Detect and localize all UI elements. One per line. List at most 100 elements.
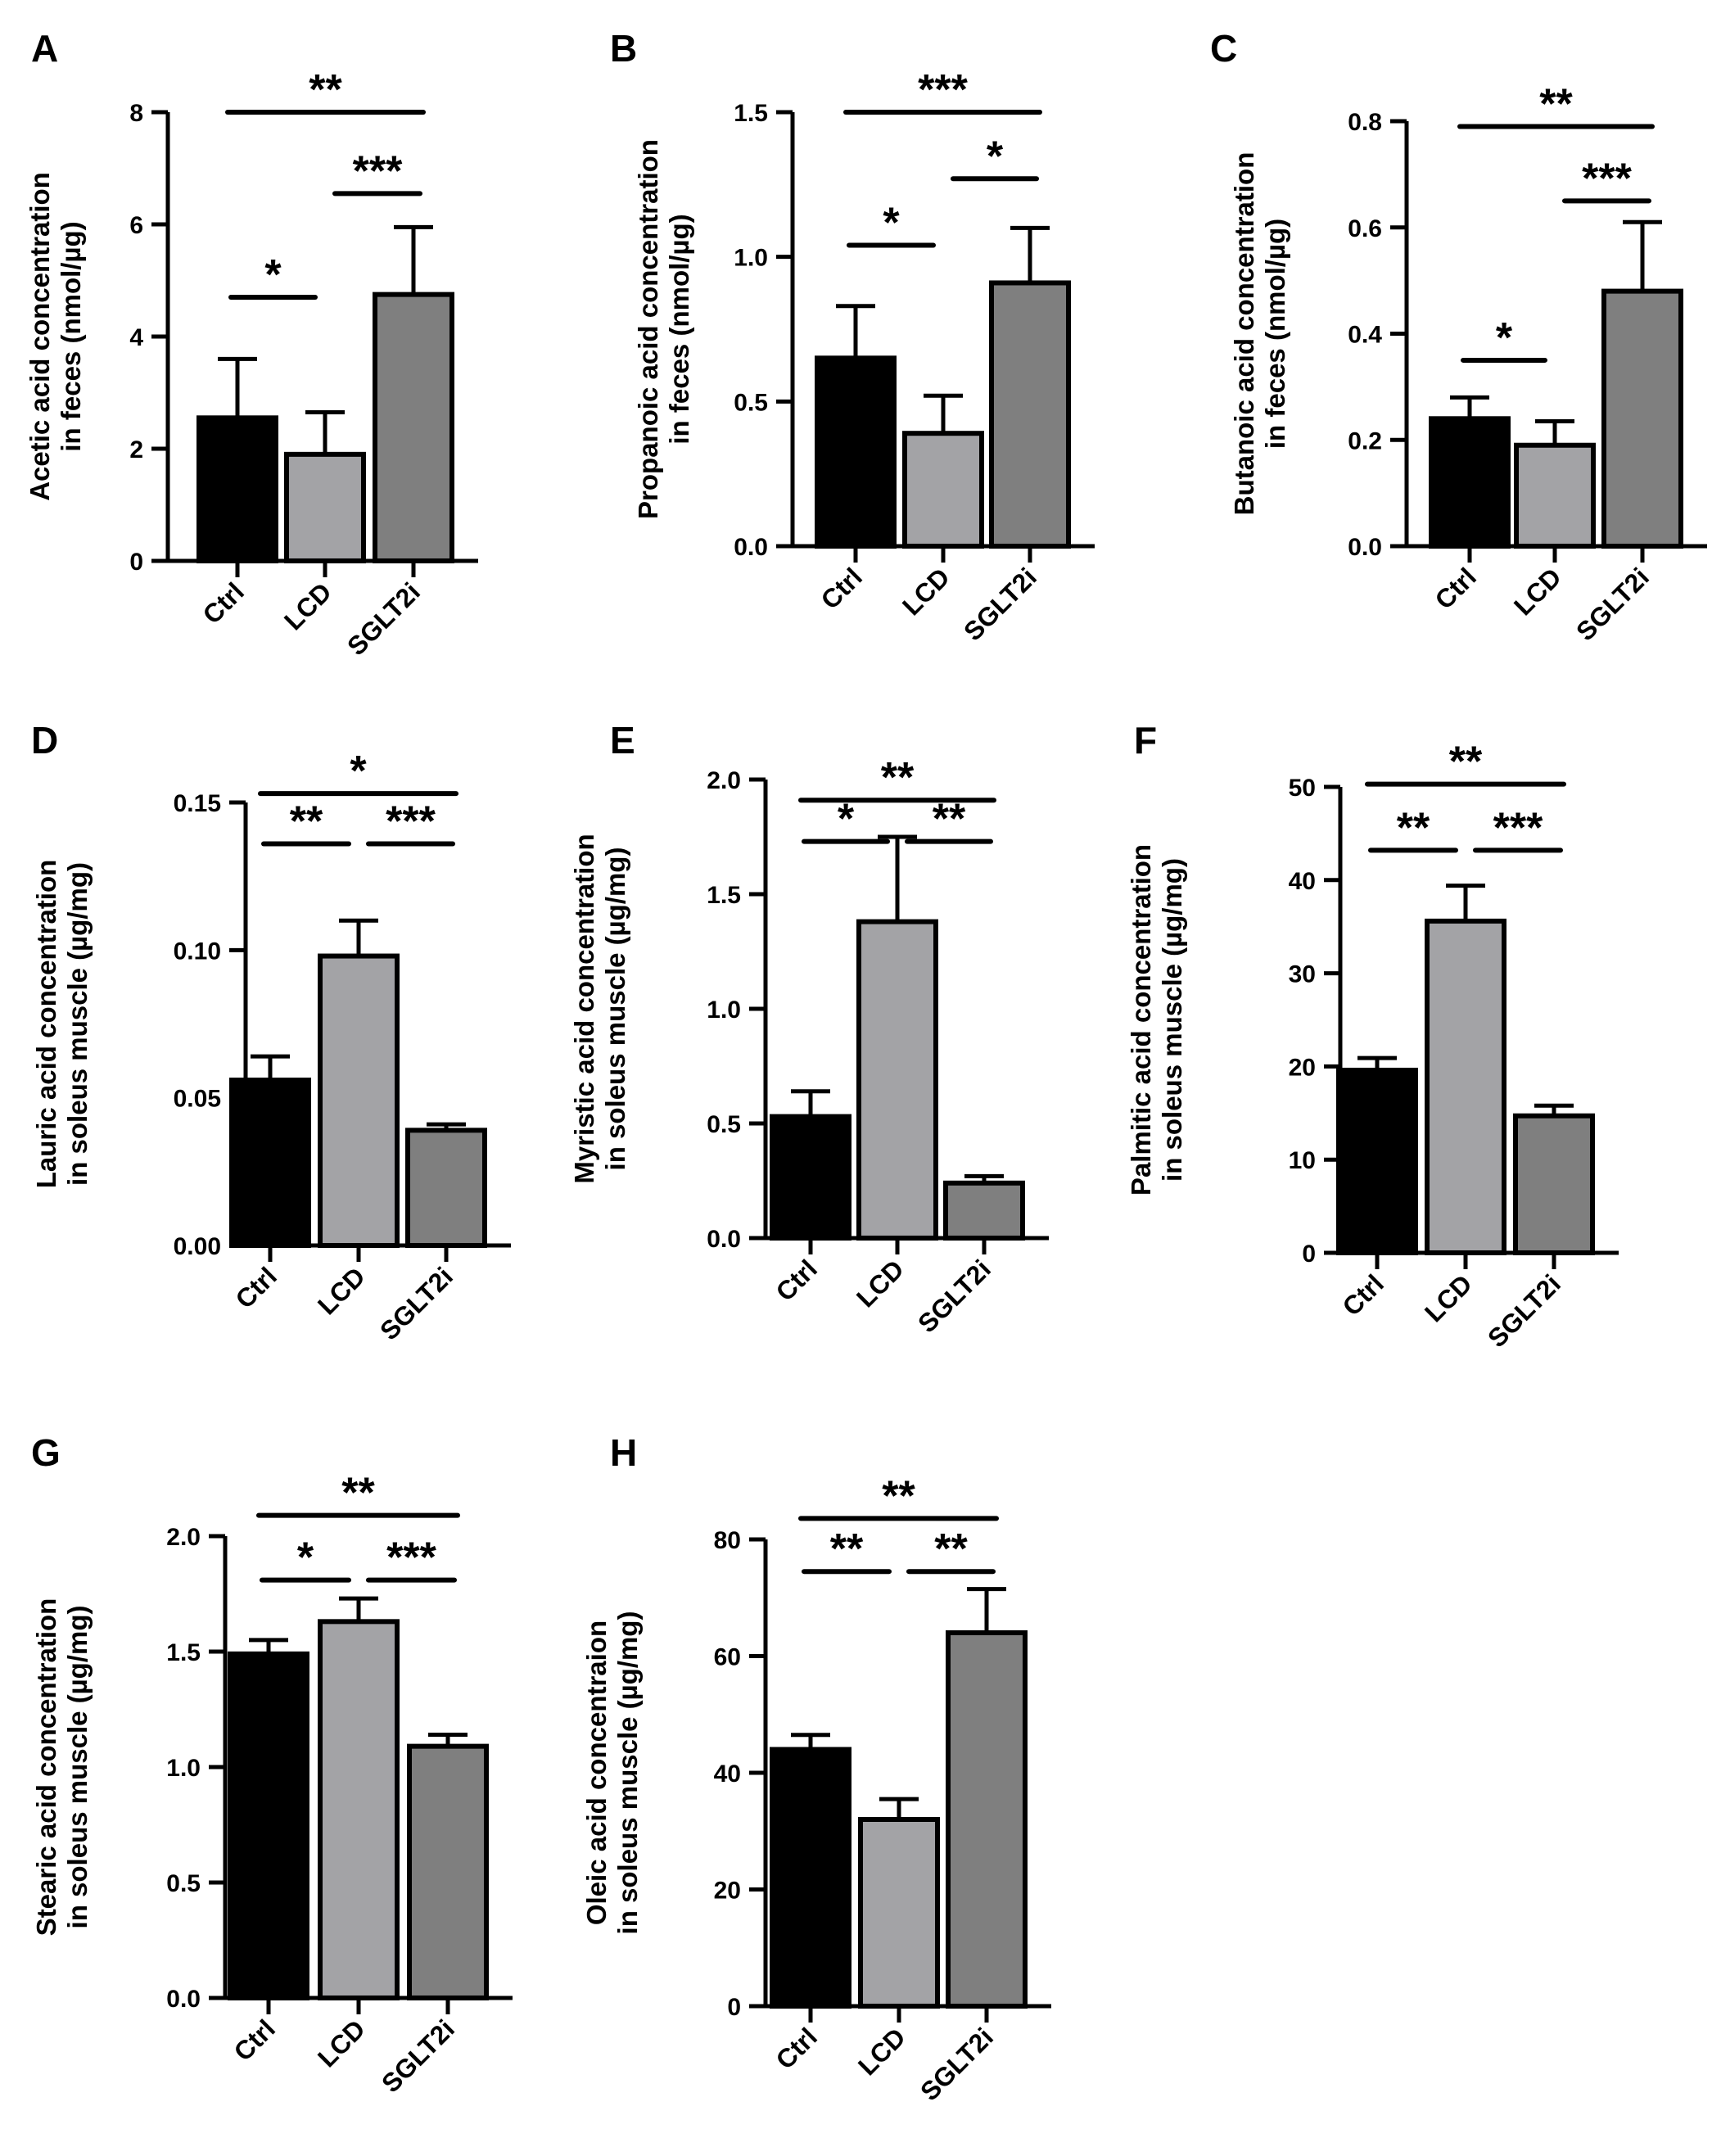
- y-axis-title: in soleus muscle (µg/mg): [62, 1606, 93, 1929]
- category-label: Ctrl: [228, 2014, 281, 2066]
- significance-label: **: [881, 754, 915, 802]
- category-label: Ctrl: [1337, 1268, 1389, 1321]
- panel-label: D: [31, 719, 58, 762]
- y-tick-label: 0.05: [174, 1086, 221, 1113]
- bar-lcd: [858, 1817, 940, 2009]
- y-tick-label: 0.0: [1348, 534, 1382, 561]
- panel-label: E: [610, 719, 635, 762]
- significance-label: ***: [1582, 155, 1632, 202]
- y-axis-title: Oleic acid concentraion: [581, 1620, 612, 1925]
- category-label: LCD: [852, 2022, 911, 2081]
- y-axis-title: in soleus muscle (µg/mg): [612, 1611, 643, 1935]
- significance-label: **: [290, 798, 323, 845]
- y-tick-label: 0.8: [1348, 109, 1382, 136]
- y-axis-title: Palmitic acid concentration: [1126, 844, 1156, 1196]
- significance-label: ***: [1493, 804, 1543, 852]
- significance-label: *: [350, 748, 367, 795]
- category-label: SGLT2i: [1570, 562, 1655, 646]
- panel-H: H 0 20 40 60 80 Ctrl LCD SGLT2i Oleic acid concen…: [581, 1431, 1051, 2106]
- y-tick-label: 6: [129, 212, 143, 239]
- y-axis-title: in soleus muscle (µg/mg): [1157, 858, 1187, 1182]
- y-axis-title: Butanoic acid concentration: [1229, 152, 1259, 516]
- bar-sglt2i: [943, 1180, 1025, 1241]
- y-axis-title: Myristic acid concentration: [569, 834, 599, 1183]
- bar-ctrl: [228, 1651, 309, 2000]
- category-label: Ctrl: [197, 576, 250, 629]
- significance-label: *: [1496, 314, 1513, 362]
- significance-label: *: [883, 200, 900, 247]
- y-tick-label: 2.0: [166, 1524, 201, 1551]
- category-label: SGLT2i: [341, 576, 426, 661]
- bar-sglt2i: [405, 1128, 487, 1248]
- bar-lcd: [284, 451, 366, 563]
- y-tick-label: 0.5: [166, 1870, 201, 1897]
- y-axis-title: Propanoic acid concentration: [633, 139, 663, 519]
- y-tick-label: 1.5: [734, 100, 768, 127]
- y-tick-label: 30: [1289, 961, 1316, 988]
- y-tick-label: 0.6: [1348, 215, 1382, 242]
- bar-lcd: [856, 919, 938, 1241]
- y-tick-label: 20: [714, 1878, 741, 1905]
- panel-G: G 0.0 0.5 1.0 1.5 2.0 Ctrl LCD SGLT2i Stearic aci…: [31, 1431, 513, 2098]
- category-label: LCD: [1508, 562, 1567, 621]
- panel-E: E 0.0 0.5 1.0 1.5 2.0 Ctrl LCD SGLT2i Myristic ac…: [569, 719, 1049, 1338]
- bar-sglt2i: [407, 1743, 489, 2001]
- significance-label: ***: [386, 798, 436, 845]
- bar-sglt2i: [1513, 1113, 1595, 1255]
- significance-label: *: [297, 1535, 314, 1582]
- category-label: LCD: [851, 1254, 910, 1313]
- bar-lcd: [1425, 918, 1506, 1255]
- category-label: LCD: [312, 1261, 371, 1320]
- y-tick-label: 0.5: [734, 389, 768, 416]
- y-tick-label: 2: [129, 436, 143, 463]
- bar-ctrl: [770, 1114, 851, 1241]
- y-tick-label: 1.5: [707, 882, 741, 909]
- significance-label: **: [1397, 804, 1430, 852]
- category-label: SGLT2i: [1482, 1268, 1566, 1353]
- y-axis-title: in feces (nmol/µg): [56, 221, 86, 451]
- category-label: Ctrl: [770, 1254, 823, 1306]
- category-label: LCD: [312, 2014, 371, 2072]
- panel-label: G: [31, 1431, 61, 1474]
- panel-label: H: [610, 1431, 637, 1474]
- panel-label: B: [610, 27, 637, 70]
- panel-label: A: [31, 27, 58, 70]
- bar-ctrl: [196, 415, 278, 564]
- y-tick-label: 4: [129, 324, 143, 351]
- y-tick-label: 1.0: [166, 1755, 201, 1782]
- y-tick-label: 0: [129, 549, 143, 576]
- y-tick-label: 0.4: [1348, 322, 1382, 349]
- significance-label: ***: [353, 147, 403, 195]
- y-axis-title: in soleus muscle (µg/mg): [62, 862, 93, 1186]
- bar-ctrl: [770, 1747, 851, 2009]
- category-label: SGLT2i: [376, 2014, 460, 2098]
- y-tick-label: 60: [714, 1644, 741, 1671]
- bar-lcd: [318, 953, 400, 1248]
- category-label: Ctrl: [1430, 562, 1482, 614]
- bar-ctrl: [1336, 1067, 1418, 1256]
- significance-label: **: [882, 1472, 915, 1520]
- category-label: LCD: [278, 576, 337, 635]
- y-axis-title: in soleus muscle (µg/mg): [600, 847, 630, 1171]
- significance-label: **: [341, 1470, 375, 1517]
- y-tick-label: 8: [129, 100, 143, 127]
- category-label: Ctrl: [230, 1261, 282, 1313]
- panel-F: F 0 10 20 30 40 50 Ctrl LCD SGLT2i Palmitic acid c…: [1126, 719, 1619, 1353]
- y-tick-label: 1.0: [734, 245, 768, 272]
- y-axis-title: Stearic acid concentration: [31, 1598, 61, 1937]
- significance-label: *: [264, 251, 282, 299]
- significance-label: **: [1539, 80, 1573, 128]
- significance-label: ***: [386, 1535, 436, 1582]
- panel-B: B 0.0 0.5 1.0 1.5 Ctrl LCD SGLT2i Propanoic acid…: [610, 27, 1095, 646]
- y-tick-label: 0.00: [174, 1233, 221, 1260]
- bar-sglt2i: [989, 280, 1071, 549]
- significance-label: *: [987, 133, 1004, 180]
- panel-D: D 0.00 0.05 0.10 0.15 Ctrl LCD SGLT2i Lauric aci…: [31, 719, 511, 1345]
- category-label: Ctrl: [770, 2022, 823, 2074]
- y-tick-label: 0.5: [707, 1111, 741, 1138]
- significance-label: **: [830, 1525, 864, 1573]
- y-tick-label: 20: [1289, 1054, 1316, 1081]
- y-tick-label: 0: [727, 1994, 741, 2021]
- y-tick-label: 1.5: [166, 1639, 201, 1666]
